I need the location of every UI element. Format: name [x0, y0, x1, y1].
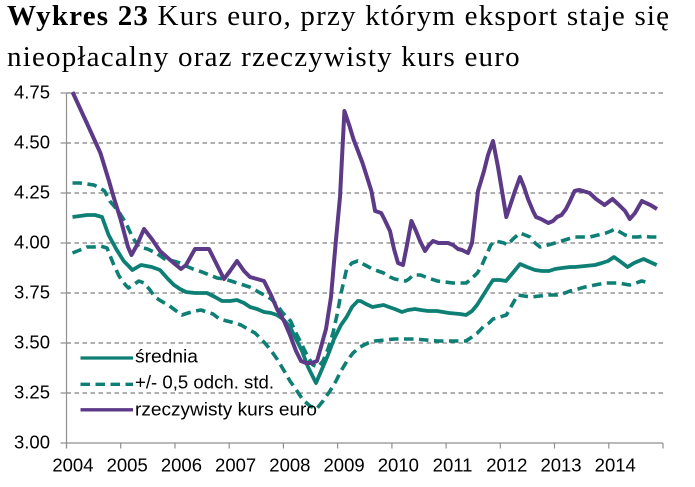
- svg-text:+/- 0,5 odch. std.: +/- 0,5 odch. std.: [135, 372, 274, 392]
- svg-text:2006: 2006: [161, 455, 202, 476]
- svg-text:3.00: 3.00: [14, 432, 50, 453]
- svg-text:2009: 2009: [324, 455, 365, 476]
- svg-text:2010: 2010: [378, 455, 419, 476]
- svg-text:4.75: 4.75: [14, 82, 50, 103]
- svg-text:2012: 2012: [486, 455, 527, 476]
- svg-text:2008: 2008: [269, 455, 310, 476]
- svg-text:2013: 2013: [540, 455, 581, 476]
- svg-text:4.00: 4.00: [14, 232, 50, 253]
- svg-text:3.50: 3.50: [14, 332, 50, 353]
- svg-text:4.50: 4.50: [14, 132, 50, 153]
- svg-text:2007: 2007: [215, 455, 256, 476]
- svg-text:3.75: 3.75: [14, 282, 50, 303]
- svg-text:rzeczywisty kurs euro: rzeczywisty kurs euro: [135, 400, 317, 420]
- svg-text:3.25: 3.25: [14, 382, 50, 403]
- svg-text:średnia: średnia: [135, 346, 199, 366]
- svg-text:4.25: 4.25: [14, 182, 50, 203]
- svg-text:2005: 2005: [107, 455, 148, 476]
- svg-text:2004: 2004: [52, 455, 93, 476]
- svg-text:2011: 2011: [433, 455, 473, 476]
- svg-text:2014: 2014: [595, 455, 636, 476]
